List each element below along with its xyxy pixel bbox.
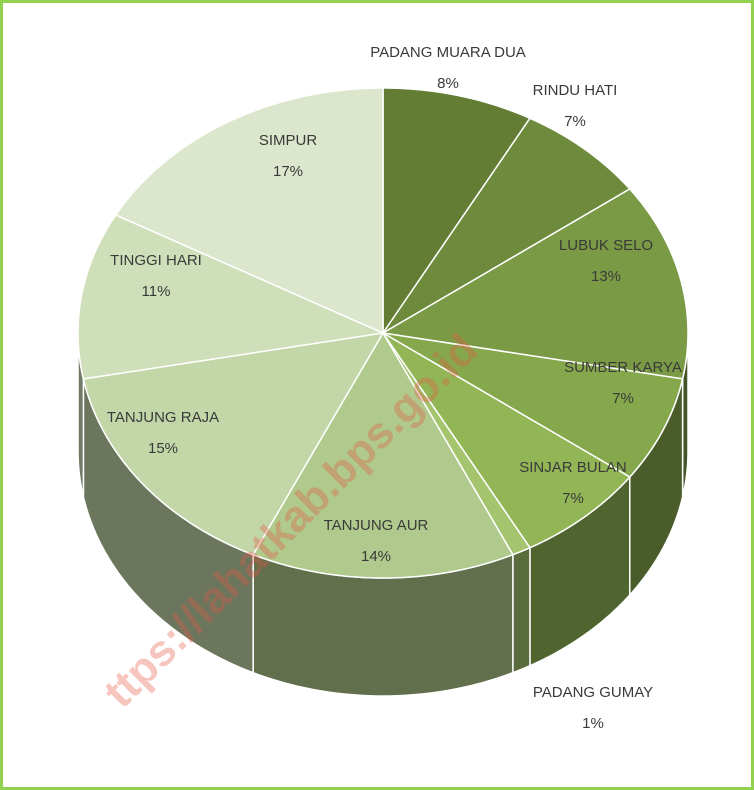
slice-label: TINGGI HARI [110,252,202,269]
slice-value-label: 15% [148,440,178,457]
pie-sides [77,332,689,697]
slice-value-label: 11% [142,283,171,300]
slice-value-label: 7% [564,113,586,130]
slice-label: TANJUNG RAJA [107,409,219,426]
pie-slice [252,331,514,579]
pie-slice [114,87,384,335]
slice-value-label: 7% [612,390,634,407]
pie-slice [382,87,532,336]
labels: PADANG MUARA DUA 8% RINDU HATI 7% LUBUK SELO… [107,44,682,732]
slice-value-label: 1% [582,715,604,732]
pie-slice [380,188,689,380]
pie-tops [77,87,689,579]
pie-side [512,546,531,674]
slice-label: PADANG GUMAY [533,684,653,701]
slice-label: PADANG MUARA DUA [370,44,526,61]
pie-slice [382,332,532,556]
slice-value-label: 13% [591,268,621,285]
pie-slice [382,117,631,334]
pie-slice [82,332,385,556]
slice-value-label: 14% [361,548,391,565]
pie-slice [77,214,386,380]
slice-label: RINDU HATI [533,82,618,99]
slice-label: SIMPUR [259,132,318,149]
slice-label: SINJAR BULAN [519,459,627,476]
slice-value-label: 17% [273,163,303,180]
pie-slice [382,332,684,478]
chart: PADANG MUARA DUA 8% RINDU HATI 7% LUBUK SELO… [77,44,689,732]
slice-label: LUBUK SELO [559,237,653,254]
slice-label: TANJUNG AUR [324,517,429,534]
slice-value-label: 7% [562,490,584,507]
pie-slice [382,332,631,549]
slice-value-label: 8% [437,75,459,92]
slice-label: SUMBER KARYA [564,359,682,376]
